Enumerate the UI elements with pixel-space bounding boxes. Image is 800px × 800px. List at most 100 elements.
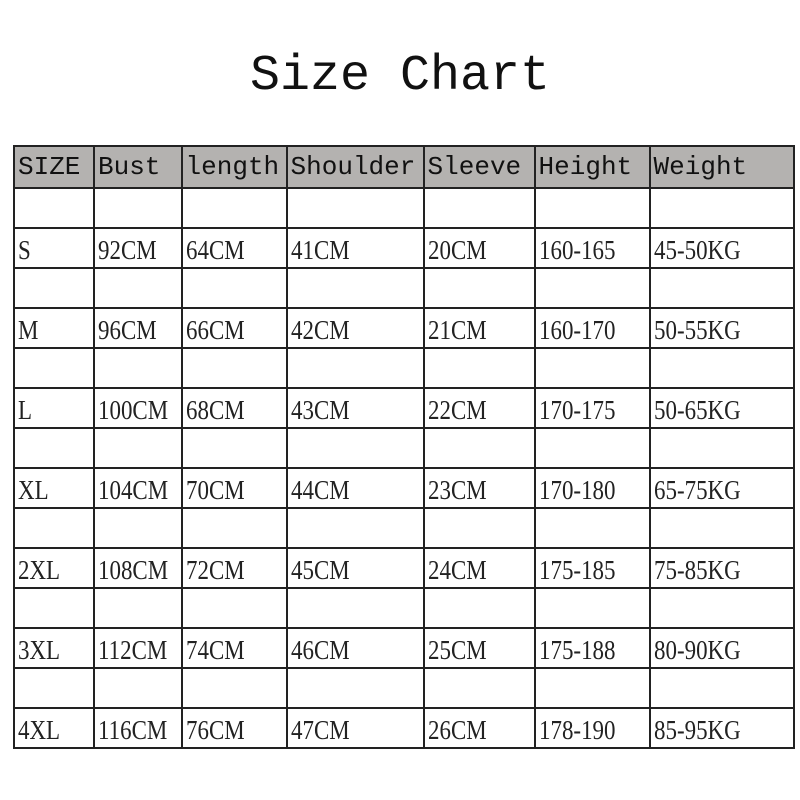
cell-text: 24CM	[427, 555, 487, 585]
cell-text: 104CM	[98, 475, 169, 505]
cell-text: 160-165	[538, 235, 616, 265]
table-row: S 92CM 64CM 41CM 20CM 160-165 45-50KG	[13, 227, 795, 269]
table-cell: 50-55KG	[648, 307, 795, 349]
cell-text: 112CM	[98, 635, 168, 665]
table-row: XL 104CM 70CM 44CM 23CM 170-180 65-75KG	[13, 467, 795, 509]
table-cell: 66CM	[180, 307, 288, 349]
cell-text: 116CM	[98, 715, 168, 745]
empty-cell	[533, 187, 651, 229]
table-cell: 47CM	[285, 707, 425, 749]
table-cell: 74CM	[180, 627, 288, 669]
table-cell: 44CM	[285, 467, 425, 509]
cell-text: 75-85KG	[653, 555, 741, 585]
column-header: Sleeve	[422, 145, 536, 189]
table-cell: 170-175	[533, 387, 651, 429]
empty-cell	[285, 267, 425, 309]
cell-text: 76CM	[185, 715, 245, 745]
table-cell: 175-188	[533, 627, 651, 669]
empty-cell	[285, 587, 425, 629]
table-cell: XL	[13, 467, 95, 509]
cell-text: 68CM	[185, 395, 245, 425]
empty-cell	[180, 587, 288, 629]
table-cell: 160-165	[533, 227, 651, 269]
empty-cell	[93, 347, 183, 389]
column-header: Height	[533, 145, 651, 189]
empty-cell	[180, 187, 288, 229]
empty-cell	[93, 267, 183, 309]
column-header: Bust	[93, 145, 183, 189]
cell-text: 47CM	[290, 715, 350, 745]
cell-text: 175-185	[538, 555, 616, 585]
table-cell: 26CM	[422, 707, 536, 749]
table-cell: 104CM	[93, 467, 183, 509]
table-row: 4XL 116CM 76CM 47CM 26CM 178-190 85-95KG	[13, 707, 795, 749]
table-cell: L	[13, 387, 95, 429]
empty-cell	[648, 427, 795, 469]
table-cell: 85-95KG	[648, 707, 795, 749]
table-cell: 178-190	[533, 707, 651, 749]
cell-text: 66CM	[185, 315, 245, 345]
cell-text: 80-90KG	[653, 635, 741, 665]
empty-cell	[422, 347, 536, 389]
cell-text: 178-190	[538, 715, 616, 745]
cell-text: S	[18, 235, 31, 265]
spacer-row	[13, 267, 795, 309]
cell-text: 45CM	[290, 555, 350, 585]
empty-cell	[285, 187, 425, 229]
empty-cell	[533, 427, 651, 469]
table-cell: 46CM	[285, 627, 425, 669]
table-cell: 76CM	[180, 707, 288, 749]
cell-text: 175-188	[538, 635, 616, 665]
table-cell: 96CM	[93, 307, 183, 349]
empty-cell	[13, 187, 95, 229]
empty-cell	[93, 587, 183, 629]
cell-text: 64CM	[185, 235, 245, 265]
column-header: length	[180, 145, 288, 189]
spacer-row	[13, 427, 795, 469]
table-cell: 65-75KG	[648, 467, 795, 509]
table-row: 2XL 108CM 72CM 45CM 24CM 175-185 75-85KG	[13, 547, 795, 589]
empty-cell	[648, 347, 795, 389]
table-cell: 42CM	[285, 307, 425, 349]
cell-text: 44CM	[290, 475, 350, 505]
cell-text: 65-75KG	[653, 475, 741, 505]
empty-cell	[180, 267, 288, 309]
empty-cell	[285, 427, 425, 469]
column-header: Weight	[648, 145, 795, 189]
table-cell: 68CM	[180, 387, 288, 429]
empty-cell	[180, 667, 288, 709]
spacer-row	[13, 507, 795, 549]
cell-text: 70CM	[185, 475, 245, 505]
empty-cell	[180, 427, 288, 469]
cell-text: 92CM	[98, 235, 157, 265]
cell-text: 22CM	[427, 395, 487, 425]
table-cell: 64CM	[180, 227, 288, 269]
table-cell: 80-90KG	[648, 627, 795, 669]
table-cell: 45-50KG	[648, 227, 795, 269]
empty-cell	[285, 347, 425, 389]
cell-text: 100CM	[98, 395, 169, 425]
cell-text: 170-180	[538, 475, 616, 505]
table-cell: 92CM	[93, 227, 183, 269]
cell-text: 96CM	[98, 315, 157, 345]
empty-cell	[648, 267, 795, 309]
cell-text: 42CM	[290, 315, 350, 345]
cell-text: 45-50KG	[653, 235, 741, 265]
table-cell: 20CM	[422, 227, 536, 269]
cell-text: 170-175	[538, 395, 616, 425]
cell-text: 2XL	[18, 555, 61, 585]
table-cell: 160-170	[533, 307, 651, 349]
empty-cell	[422, 267, 536, 309]
empty-cell	[648, 507, 795, 549]
table-cell: 108CM	[93, 547, 183, 589]
empty-cell	[422, 187, 536, 229]
cell-text: 25CM	[427, 635, 487, 665]
spacer-row	[13, 187, 795, 229]
table-cell: 21CM	[422, 307, 536, 349]
spacer-row	[13, 587, 795, 629]
table-cell: 22CM	[422, 387, 536, 429]
empty-cell	[180, 507, 288, 549]
empty-cell	[13, 667, 95, 709]
page-title: Size Chart	[249, 48, 551, 105]
empty-cell	[285, 667, 425, 709]
